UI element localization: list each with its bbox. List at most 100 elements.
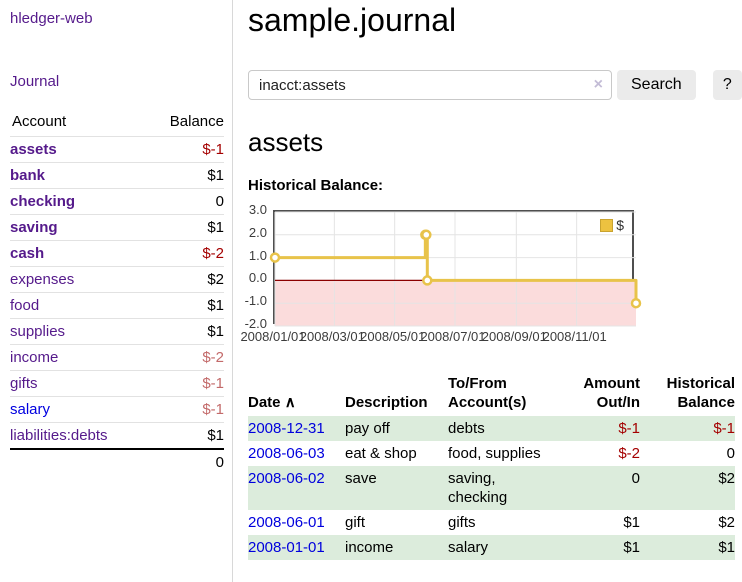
account-row: cash $-2: [10, 240, 224, 267]
transaction-balance: $1: [718, 539, 735, 556]
account-row: expenses $2: [10, 266, 224, 293]
account-balance: 0: [215, 193, 224, 210]
transaction-accounts: debts: [448, 420, 485, 437]
account-link-supplies[interactable]: supplies: [10, 323, 66, 340]
y-axis-tick-label: -2.0: [244, 316, 267, 331]
transaction-date-link[interactable]: 2008-06-02: [248, 470, 325, 487]
register-col-accounts: To/From Account(s): [448, 375, 527, 411]
register-row: 2008-01-01 income salary $1 $1: [248, 535, 735, 560]
app-brand-link[interactable]: hledger-web: [10, 10, 93, 27]
transaction-balance: $2: [718, 514, 735, 531]
transaction-amount: 0: [631, 470, 640, 487]
register-row: 2008-06-03 eat & shop food, supplies $-2 0: [248, 441, 735, 466]
sidebar: hledger-web Journal Account Balance asse…: [0, 0, 233, 582]
account-link-gifts[interactable]: gifts: [10, 375, 38, 392]
x-axis-tick-label: 2008/11/01: [542, 329, 607, 344]
account-title: assets: [248, 127, 324, 157]
transaction-accounts: salary: [448, 539, 489, 556]
transaction-amount: $-1: [618, 420, 640, 437]
register-col-description: Description: [345, 394, 428, 411]
balance-chart: $ 3.0 2.0 1.0 0.0 -1.0 -2.0 2008/01/01 2008/03/…: [240, 202, 742, 352]
account-link-saving[interactable]: saving: [10, 219, 58, 236]
accounts-col-account: Account: [12, 113, 67, 130]
x-axis-tick-label: 2008/07/01: [420, 329, 486, 344]
sort-asc-icon: ∧: [284, 394, 296, 411]
clear-search-icon[interactable]: ×: [593, 76, 603, 93]
account-row: supplies $1: [10, 318, 224, 345]
main-content: sample.journal × Search ? assets Histori…: [234, 0, 742, 560]
transaction-amount: $1: [623, 539, 640, 556]
account-row: income $-2: [10, 344, 224, 371]
help-button[interactable]: ?: [712, 70, 742, 100]
search-form: × Search ?: [248, 70, 742, 100]
account-link-bank[interactable]: bank: [10, 167, 46, 184]
account-row: saving $1: [10, 214, 224, 241]
transaction-balance: $-1: [713, 420, 735, 437]
transaction-balance: $2: [718, 470, 735, 487]
transaction-date-link[interactable]: 2008-01-01: [248, 539, 325, 556]
account-balance: $-2: [202, 245, 224, 262]
account-balance: $1: [207, 297, 224, 314]
y-axis-tick-label: 2.0: [248, 224, 267, 240]
register-col-date-sort[interactable]: Date ∧: [248, 394, 296, 411]
transaction-amount: $-2: [618, 445, 640, 462]
account-link-cash[interactable]: cash: [10, 245, 45, 262]
search-input[interactable]: [248, 70, 612, 100]
transaction-description: save: [345, 470, 377, 487]
account-balance: $-2: [202, 349, 224, 366]
account-link-liabilities-debts[interactable]: liabilities:debts: [10, 427, 108, 444]
account-balance: $2: [207, 271, 224, 288]
accounts-total-row: 0: [10, 449, 224, 475]
register-row: 2008-06-02 save saving, checking 0 $2: [248, 466, 735, 510]
accounts-total-value: 0: [215, 454, 224, 471]
account-balance: $-1: [202, 141, 224, 158]
transaction-amount: $1: [623, 514, 640, 531]
transaction-accounts: saving, checking: [448, 470, 508, 506]
account-balance: $1: [207, 427, 224, 444]
transaction-date-link[interactable]: 2008-12-31: [248, 420, 325, 437]
transaction-description: pay off: [345, 420, 390, 437]
transaction-accounts: food, supplies: [448, 445, 541, 462]
account-link-income[interactable]: income: [10, 349, 59, 366]
x-axis-tick-label: 2008/09/01: [481, 329, 547, 344]
account-row: checking 0: [10, 188, 224, 215]
register-table: Date ∧ Description To/From Account(s) Am…: [248, 372, 735, 560]
y-axis-tick-label: -1.0: [244, 293, 267, 309]
account-row: liabilities:debts $1: [10, 422, 224, 450]
account-row: food $1: [10, 292, 224, 319]
x-axis-tick-label: 2008/01/01: [240, 329, 306, 344]
chart-plot: $: [269, 210, 642, 327]
sidebar-item-journal[interactable]: Journal: [10, 73, 60, 90]
legend-label: $: [616, 217, 624, 233]
accounts-table: Account Balance assets $-1 bank $1 checking 0…: [10, 111, 224, 475]
transaction-description: eat & shop: [345, 445, 417, 462]
account-row: assets $-1: [10, 136, 224, 163]
y-axis-tick-label: 1.0: [248, 247, 267, 263]
transaction-date-link[interactable]: 2008-06-03: [248, 445, 325, 462]
account-row: bank $1: [10, 162, 224, 189]
account-link-assets[interactable]: assets: [10, 141, 57, 158]
transaction-balance: 0: [726, 445, 735, 462]
account-link-salary[interactable]: salary: [10, 401, 51, 418]
account-link-checking[interactable]: checking: [10, 193, 76, 210]
register-col-amount: Amount Out/In: [583, 375, 640, 411]
y-axis-tick-label: 3.0: [248, 202, 267, 217]
account-balance: $1: [207, 323, 224, 340]
account-row: gifts $-1: [10, 370, 224, 397]
account-balance: $1: [207, 167, 224, 184]
account-link-food[interactable]: food: [10, 297, 40, 314]
transaction-accounts: gifts: [448, 514, 476, 531]
account-balance: $1: [207, 219, 224, 236]
search-button[interactable]: Search: [617, 70, 696, 100]
chart-title: Historical Balance:: [248, 177, 384, 194]
accounts-col-balance: Balance: [169, 113, 224, 130]
account-row: salary $-1: [10, 396, 224, 423]
account-link-expenses[interactable]: expenses: [10, 271, 75, 288]
transaction-date-link[interactable]: 2008-06-01: [248, 514, 325, 531]
register-row: 2008-06-01 gift gifts $1 $2: [248, 510, 735, 535]
chart-canvas: [269, 211, 642, 327]
y-axis-tick-label: 0.0: [248, 270, 267, 286]
chart-legend: $: [599, 217, 625, 233]
register-header-row: Date ∧ Description To/From Account(s) Am…: [248, 372, 735, 416]
transaction-description: gift: [345, 514, 366, 531]
